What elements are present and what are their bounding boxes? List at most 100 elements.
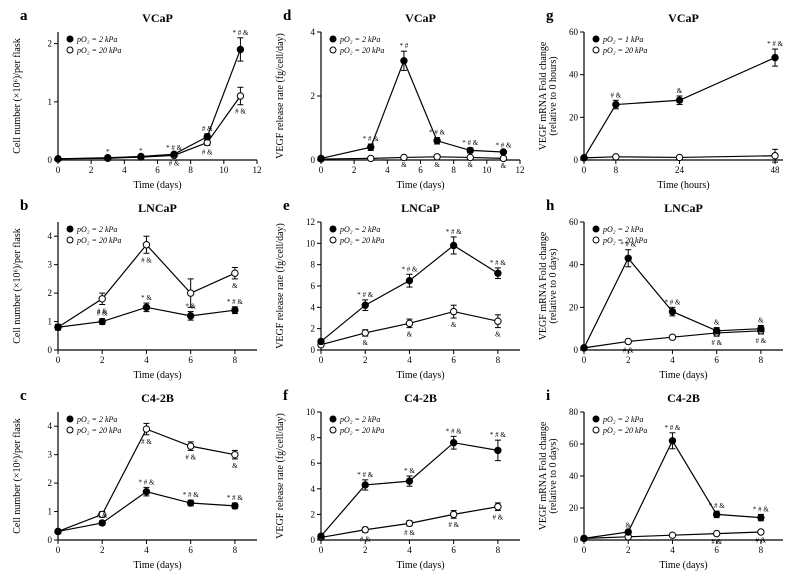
svg-text:VCaP: VCaP [405,11,436,25]
svg-text:* # &: * # & [429,129,446,137]
svg-text:pO₂ = 1 kPa: pO₂ = 1 kPa [602,35,643,44]
svg-text:40: 40 [569,471,579,481]
svg-text:Cell number (×10⁶)/per flask: Cell number (×10⁶)/per flask [12,38,23,153]
svg-text:12: 12 [253,165,262,175]
svg-text:&: & [401,161,407,169]
svg-text:0: 0 [311,345,316,355]
svg-text:6: 6 [188,355,193,365]
svg-text:2: 2 [89,165,94,175]
panel-letter: f [283,388,288,405]
svg-text:Time (days): Time (days) [133,560,181,571]
svg-text:0: 0 [56,545,61,555]
svg-text:10: 10 [306,407,316,417]
svg-text:12: 12 [516,165,525,175]
svg-text:VCaP: VCaP [668,11,699,25]
svg-text:# &: # & [711,339,722,347]
chart-g: 0204060082448VCaPTime (hours)VEGF mRNA F… [536,10,785,192]
svg-text:0: 0 [582,355,587,365]
svg-text:20: 20 [569,112,579,122]
svg-text:# &: # & [235,108,246,116]
chart-b: 0123402468LNCaPTime (days)Cell number (×… [10,200,265,382]
panel-c: c0123402468C4-2BTime (days)Cell number (… [10,390,265,572]
svg-text:4: 4 [670,355,675,365]
panel-g: g0204060082448VCaPTime (hours)VEGF mRNA … [536,10,785,192]
svg-text:* &: * & [185,303,196,311]
svg-text:8: 8 [311,260,316,270]
svg-text:4: 4 [144,545,149,555]
svg-text:0: 0 [311,535,316,545]
svg-text:Time (days): Time (days) [133,370,181,381]
svg-text:60: 60 [569,217,579,227]
panel-a: a012024681012VCaPTime (days)Cell number … [10,10,265,192]
svg-text:&: & [434,161,440,169]
svg-text:pO₂ = 2 kPa: pO₂ = 2 kPa [339,415,380,424]
chart-a: 012024681012VCaPTime (days)Cell number (… [10,10,265,192]
svg-text:1: 1 [48,317,53,327]
svg-text:4: 4 [407,355,412,365]
panel-h: h020406002468LNCaPTime (days)VEGF mRNA F… [536,200,785,382]
svg-text:pO₂ = 20 kPa: pO₂ = 20 kPa [602,236,647,245]
svg-text:Time (days): Time (days) [133,180,181,191]
svg-text:&: & [407,331,413,339]
chart-i: 02040608002468C4-2BTime (days)VEGF mRNA … [536,390,785,572]
svg-text:&: & [468,161,474,169]
svg-text:2: 2 [626,545,631,555]
svg-text:# &: # & [202,125,213,133]
svg-text:* # &: * # & [462,139,479,147]
svg-text:# &: # & [141,438,152,446]
svg-text:&: & [758,316,764,324]
svg-text:2: 2 [311,324,316,334]
svg-text:# &: # & [169,160,180,168]
svg-text:40: 40 [569,70,579,80]
panel-d: d024024681012VCaPTime (days)VEGF release… [273,10,528,192]
svg-text:* &: * & [141,294,152,302]
svg-text:4: 4 [122,165,127,175]
svg-text:pO₂ = 20 kPa: pO₂ = 20 kPa [76,236,121,245]
svg-text:10: 10 [219,165,229,175]
svg-text:2: 2 [100,355,105,365]
svg-text:8: 8 [496,355,501,365]
svg-text:0: 0 [319,355,324,365]
svg-text:Time (hours): Time (hours) [657,180,709,191]
svg-text:pO₂ = 20 kPa: pO₂ = 20 kPa [339,426,384,435]
svg-text:pO₂ = 20 kPa: pO₂ = 20 kPa [76,46,121,55]
svg-text:0: 0 [48,345,53,355]
svg-text:Cell number (×10⁶)/per flask: Cell number (×10⁶)/per flask [12,228,23,343]
svg-text:2: 2 [626,355,631,365]
svg-text:24: 24 [675,165,685,175]
svg-text:# &: # & [360,535,371,543]
svg-text:* # &: * # & [227,494,244,502]
svg-text:* # &: * # & [446,427,463,435]
svg-text:8: 8 [759,355,764,365]
panel-letter: h [546,198,554,215]
svg-text:4: 4 [48,231,53,241]
svg-text:* #: * # [400,42,409,50]
svg-text:* # &: * # & [709,502,726,510]
svg-text:LNCaP: LNCaP [138,201,177,215]
panel-letter: d [283,8,291,25]
svg-text:0: 0 [574,345,579,355]
svg-text:Time (days): Time (days) [659,370,707,381]
svg-text:* # &: * # & [664,298,681,306]
svg-text:* # &: * # & [490,259,507,267]
svg-text:2: 2 [311,509,316,519]
svg-text:pO₂ = 2 kPa: pO₂ = 2 kPa [76,225,117,234]
panel-letter: a [20,8,28,25]
svg-text:&: & [232,462,238,470]
svg-text:&: & [677,87,683,95]
svg-text:&: & [714,319,720,327]
svg-text:2: 2 [100,545,105,555]
svg-text:80: 80 [569,407,579,417]
svg-text:pO₂ = 20 kPa: pO₂ = 20 kPa [602,46,647,55]
svg-text:* # &: * # & [446,228,463,236]
svg-text:8: 8 [311,433,316,443]
svg-text:2: 2 [363,545,368,555]
svg-text:Time (days): Time (days) [396,560,444,571]
svg-text:6: 6 [311,281,316,291]
svg-text:pO₂ = 20 kPa: pO₂ = 20 kPa [76,426,121,435]
svg-text:pO₂ = 2 kPa: pO₂ = 2 kPa [339,35,380,44]
svg-text:0: 0 [56,165,61,175]
svg-text:* # &: * # & [767,40,784,48]
panel-letter: i [546,388,550,405]
svg-text:0: 0 [319,165,324,175]
